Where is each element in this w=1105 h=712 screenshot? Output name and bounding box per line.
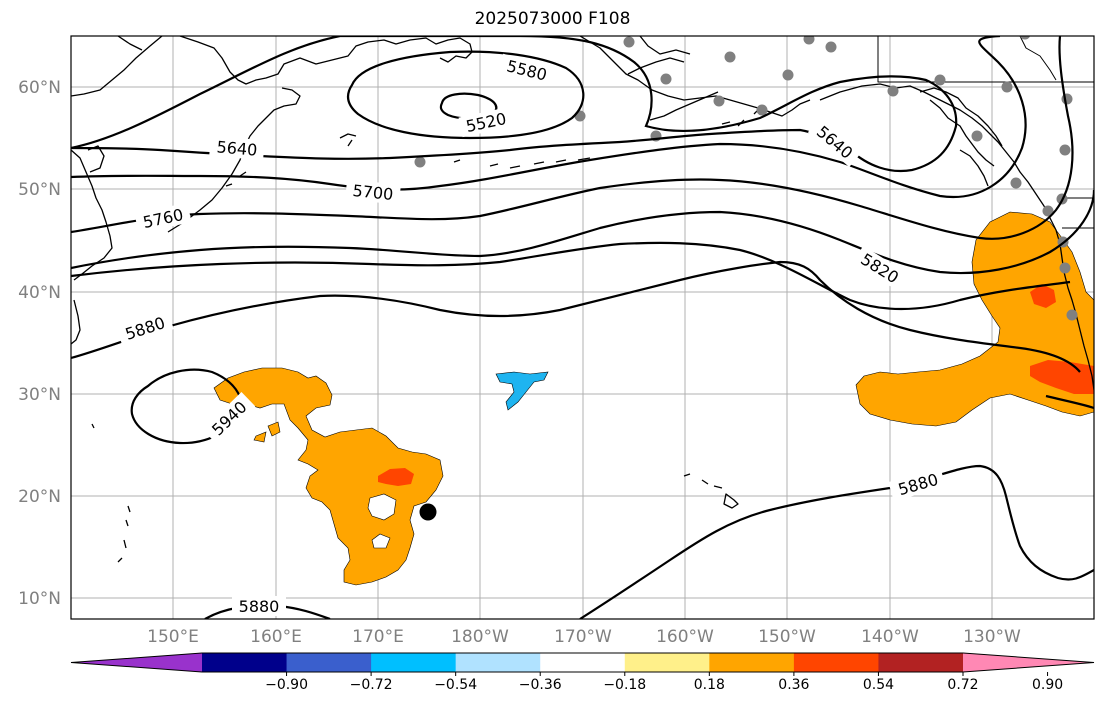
lon-label: 150°W xyxy=(758,627,816,647)
station-dot xyxy=(414,156,426,168)
lat-label: 40°N xyxy=(18,283,61,303)
station-dot xyxy=(1059,262,1071,274)
station-dot xyxy=(1066,309,1078,321)
lon-label: 160°W xyxy=(656,627,714,647)
station-dot xyxy=(1010,177,1022,189)
lon-label: 170°W xyxy=(554,627,612,647)
colorbar-swatch xyxy=(793,653,879,672)
colorbar-swatch xyxy=(709,653,795,672)
station-dot xyxy=(1001,81,1013,93)
station-dot xyxy=(1061,93,1073,105)
lat-label: 30°N xyxy=(18,385,61,405)
station-dot xyxy=(1042,205,1054,217)
cyan-region-central-pacific xyxy=(495,371,549,411)
lon-label: 140°W xyxy=(861,627,919,647)
colorbar-tick-label: 0.90 xyxy=(1032,677,1063,693)
station-markers xyxy=(414,36,1078,321)
station-dot xyxy=(724,51,736,63)
lat-label: 20°N xyxy=(18,487,61,507)
station-dot xyxy=(803,36,815,45)
lon-label: 130°W xyxy=(963,627,1021,647)
contour-label: 5640 xyxy=(216,137,258,159)
red-region-west-pacific xyxy=(378,468,414,486)
lon-label: 160°E xyxy=(250,627,302,647)
colorbar-tick-label: 0.18 xyxy=(694,677,725,693)
lat-label: 50°N xyxy=(18,180,61,200)
station-dot xyxy=(971,130,983,142)
anomaly-shading xyxy=(213,211,1094,586)
contour-label: 5880 xyxy=(239,597,280,616)
colorbar: −0.90 −0.72 −0.54 −0.36 −0.18 0.18 0.36 0.54 0.7… xyxy=(70,652,1095,693)
colorbar-swatch xyxy=(540,653,626,672)
colorbar-tick-label: −0.54 xyxy=(434,677,477,693)
colorbar-swatch xyxy=(624,653,710,672)
station-dot xyxy=(1019,36,1031,40)
colorbar-swatch xyxy=(286,653,372,672)
station-dot xyxy=(756,104,768,116)
colorbar-swatch xyxy=(878,653,964,672)
station-dot xyxy=(887,85,899,97)
colorbar-swatch xyxy=(455,653,541,672)
station-dot xyxy=(623,36,635,48)
lat-label: 60°N xyxy=(18,78,61,98)
orange-region-west-pacific xyxy=(213,367,444,586)
lon-label: 150°E xyxy=(147,627,199,647)
lat-label: 10°N xyxy=(18,589,61,609)
colorbar-tick-label: −0.18 xyxy=(603,677,646,693)
station-dot xyxy=(1059,144,1071,156)
colorbar-swatch xyxy=(371,653,457,672)
colorbar-tick-label: −0.36 xyxy=(519,677,562,693)
longitude-labels: 150°E 160°E 170°E 180°W 170°W 160°W 150°… xyxy=(147,627,1021,647)
latitude-labels: 60°N 50°N 40°N 30°N 20°N 10°N xyxy=(18,78,61,609)
map-border xyxy=(70,35,1095,620)
colorbar-tick-label: 0.54 xyxy=(863,677,894,693)
height-contours xyxy=(71,36,1094,619)
station-dot xyxy=(825,41,837,53)
colorbar-tick-label: −0.72 xyxy=(350,677,393,693)
colorbar-swatch xyxy=(202,653,288,672)
station-dot xyxy=(660,73,672,85)
map-title: 2025073000 F108 xyxy=(474,9,631,29)
lon-label: 180°W xyxy=(451,627,509,647)
colorbar-extend-high xyxy=(963,653,1094,672)
colorbar-outline xyxy=(70,652,1095,673)
contour-label: 5700 xyxy=(352,181,394,204)
station-dot xyxy=(934,74,946,86)
colorbar-tick-label: 0.72 xyxy=(947,677,978,693)
colorbar-extend-low xyxy=(71,653,202,672)
colorbar-tick-label: 0.36 xyxy=(778,677,809,693)
lon-label: 170°E xyxy=(352,627,404,647)
station-dot xyxy=(782,69,794,81)
storm-position-marker xyxy=(419,503,437,521)
colorbar-tick-label: −0.90 xyxy=(265,677,308,693)
station-dot xyxy=(713,95,725,107)
coastlines xyxy=(71,36,1094,563)
